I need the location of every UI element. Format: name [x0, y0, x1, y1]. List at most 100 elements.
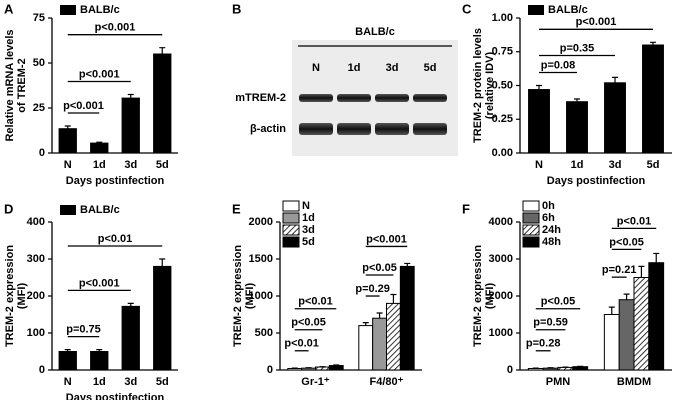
- legend-label: 5d: [302, 236, 315, 248]
- y-tick-label: 1000: [249, 290, 273, 302]
- x-tick-label: 1d: [571, 159, 584, 171]
- blot-band: [375, 94, 409, 102]
- y-tick-label: 0.25: [492, 113, 513, 125]
- significance-label: p<0.05: [291, 317, 326, 329]
- error-bar: [608, 306, 615, 315]
- panel-letter: A: [4, 1, 14, 16]
- significance-label: p<0.05: [541, 296, 576, 308]
- y-tick-label: 1.00: [492, 12, 513, 24]
- bar: [528, 89, 550, 154]
- significance-label: p=0.35: [560, 42, 595, 54]
- bar: [358, 325, 374, 371]
- bar: [315, 366, 330, 371]
- error-bar: [159, 47, 166, 54]
- y-tick-label: 0.75: [492, 46, 513, 58]
- row-label: β-actin: [250, 123, 286, 135]
- panel-letter: F: [462, 201, 470, 216]
- y-tick-label: 0: [39, 147, 45, 159]
- y-tick-label: 300: [27, 253, 45, 265]
- error-bar: [96, 349, 103, 352]
- y-tick-label: 200: [27, 290, 45, 302]
- y-tick-label: 2000: [489, 290, 513, 302]
- y-tick-label: 100: [27, 327, 45, 339]
- bar: [542, 367, 559, 371]
- significance-label: p<0.001: [79, 277, 120, 289]
- y-tick-label: 0: [39, 364, 45, 376]
- error-bar: [127, 93, 134, 99]
- x-tick-label: N: [64, 159, 72, 171]
- error-bar: [536, 84, 542, 90]
- bar: [153, 265, 172, 371]
- x-tick-label: 5d: [647, 159, 660, 171]
- y-tick-label: 0.00: [492, 147, 513, 159]
- error-bar: [333, 364, 340, 366]
- error-bar: [376, 312, 383, 319]
- error-bar: [362, 322, 369, 326]
- x-axis-label: Days postinfection: [547, 175, 646, 187]
- legend-label: BALB/c: [80, 4, 120, 16]
- x-tick-label: 3d: [609, 159, 622, 171]
- bar: [642, 44, 664, 154]
- blot-band: [375, 123, 409, 135]
- y-axis-label: (MFI): [484, 283, 496, 310]
- error-bar: [404, 262, 411, 267]
- y-axis-label: (relative IDV): [484, 52, 496, 120]
- blot-band: [299, 123, 333, 135]
- blot-group-label: BALB/c: [355, 26, 395, 38]
- legend-swatch: [522, 236, 540, 248]
- x-tick-label: N: [535, 159, 543, 171]
- bar: [153, 53, 172, 154]
- y-tick-label: 500: [255, 327, 273, 339]
- bar: [58, 128, 77, 154]
- y-axis-label: TREM-2 protein levels: [472, 28, 484, 143]
- panel-letter: D: [4, 201, 13, 216]
- significance-label: p=0.75: [66, 324, 101, 336]
- significance-label: p=0.21: [602, 264, 637, 276]
- bar: [90, 142, 109, 154]
- y-tick-label: 75: [33, 12, 45, 24]
- y-tick-label: 1000: [489, 327, 513, 339]
- bar: [328, 365, 344, 371]
- error-bar: [390, 293, 397, 304]
- bar: [58, 351, 77, 371]
- x-axis-label: Days postinfection: [66, 175, 165, 187]
- significance-label: p=0.28: [526, 338, 561, 350]
- x-tick-label: PMN: [546, 376, 571, 388]
- legend-swatch: [282, 236, 300, 248]
- bar: [618, 299, 635, 371]
- significance-label: p=0.08: [541, 59, 576, 71]
- bar: [572, 366, 589, 371]
- y-axis-label: of TREM-2: [16, 58, 28, 112]
- error-bar: [650, 41, 656, 45]
- bar: [386, 302, 401, 371]
- significance-label: p<0.001: [63, 100, 104, 112]
- bar: [557, 366, 574, 371]
- bar: [121, 305, 140, 371]
- legend-label: BALB/c: [548, 4, 588, 16]
- legend-swatch: [60, 5, 76, 15]
- y-axis-label: TREM-2 expression: [232, 245, 244, 347]
- legend-swatch: [282, 212, 300, 224]
- error-bar: [638, 265, 645, 278]
- x-tick-label: Gr-1⁺: [301, 376, 330, 388]
- y-axis-label: (MFI): [16, 283, 28, 310]
- error-bar: [127, 302, 134, 307]
- bar: [633, 277, 650, 371]
- legend-swatch: [282, 224, 300, 236]
- legend-label: 24h: [542, 224, 561, 236]
- x-tick-label: 1d: [93, 376, 106, 388]
- bar: [372, 317, 387, 371]
- significance-label: p<0.01: [617, 215, 652, 227]
- blot-band: [413, 123, 447, 135]
- blot-band: [337, 94, 371, 102]
- bar: [566, 101, 588, 154]
- lane-label: 5d: [424, 62, 437, 74]
- y-tick-label: 1500: [249, 253, 273, 265]
- lane-label: N: [312, 62, 320, 74]
- legend-swatch: [522, 200, 540, 212]
- panel-letter: E: [232, 201, 241, 216]
- y-tick-label: 0: [507, 364, 513, 376]
- significance-label: p<0.05: [362, 262, 397, 274]
- bar: [121, 97, 140, 154]
- blot-band: [337, 123, 371, 135]
